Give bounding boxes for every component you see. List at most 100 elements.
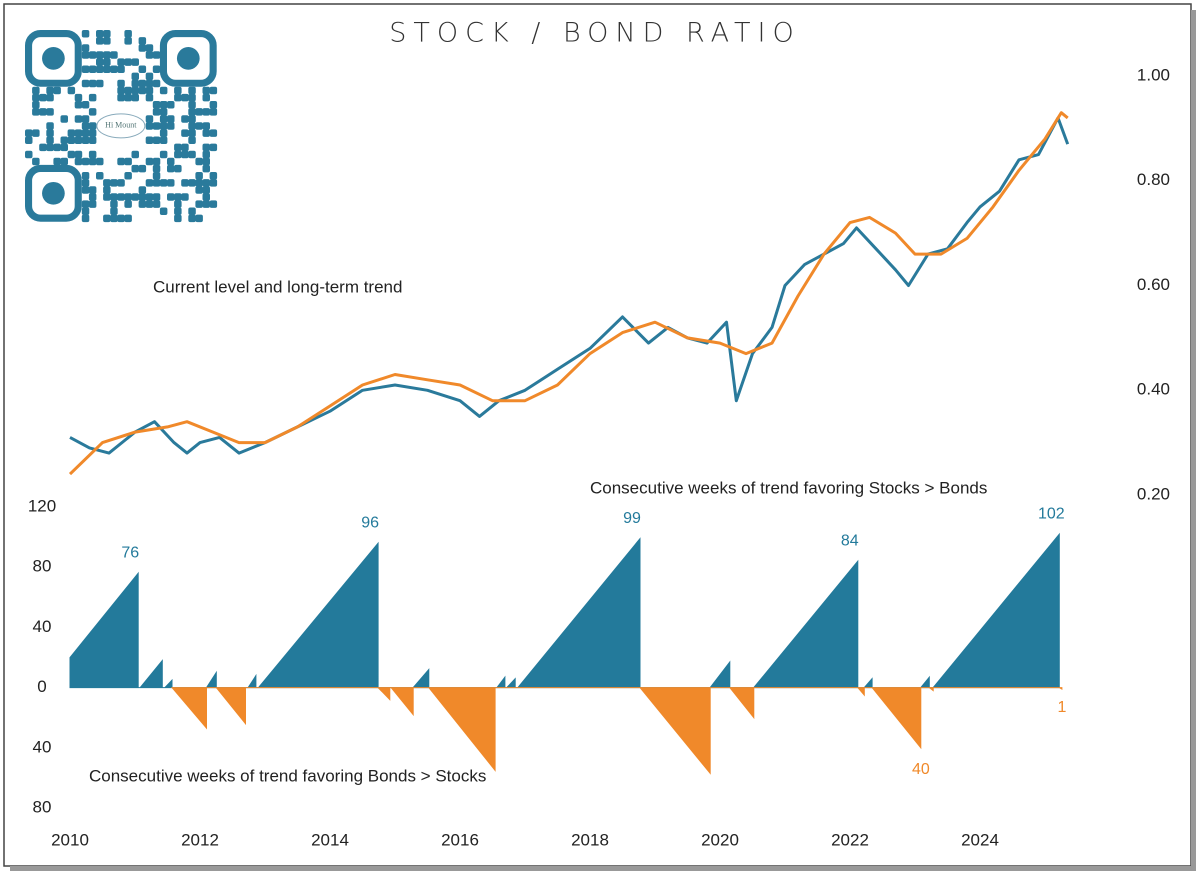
qr-module (152, 79, 161, 88)
qr-module (74, 136, 83, 144)
qr-module (60, 136, 68, 144)
qr-module (188, 136, 196, 144)
qr-finder (24, 29, 82, 87)
qr-module (167, 101, 175, 109)
qr-module (88, 79, 97, 88)
qr-module (152, 65, 161, 73)
qr-module (181, 193, 189, 201)
qr-module (46, 86, 54, 95)
y-tick-label: 40 (33, 617, 52, 636)
qr-module (145, 93, 154, 102)
qr-module (152, 108, 161, 116)
qr-module (202, 93, 210, 102)
qr-module (96, 157, 104, 166)
y-tick-label: 1.00 (1137, 65, 1170, 84)
qr-module (131, 164, 139, 173)
qr-module (25, 150, 33, 159)
qr-module (88, 65, 97, 73)
frame-shadow (1191, 10, 1196, 870)
qr-module (209, 172, 218, 180)
qr-module (174, 200, 182, 208)
qr-module (74, 157, 83, 166)
qr-module (81, 214, 90, 223)
qr-module (138, 65, 147, 73)
logo-text: Hi Mount (105, 121, 137, 130)
qr-module (145, 122, 154, 130)
x-tick-label: 2016 (441, 830, 479, 849)
qr-module (152, 101, 161, 109)
qr-module (159, 108, 168, 116)
qr-finder (42, 181, 65, 205)
qr-module (32, 93, 40, 102)
qr-module (88, 150, 97, 159)
qr-module (195, 214, 203, 223)
qr-module (202, 200, 210, 208)
qr-finder (176, 47, 200, 70)
qr-module (152, 179, 161, 187)
qr-module (145, 72, 154, 81)
qr-module (138, 86, 147, 95)
data-label: 102 (1038, 505, 1065, 522)
qr-module (96, 37, 104, 45)
qr-module (188, 214, 196, 223)
qr-module (181, 143, 189, 152)
qr-module (195, 179, 203, 187)
data-label: 99 (623, 510, 641, 527)
qr-module (110, 65, 118, 73)
data-label: 84 (841, 532, 859, 549)
y-tick-label: 40 (33, 737, 52, 756)
qr-module (174, 143, 182, 152)
qr-module (152, 193, 161, 201)
qr-module (110, 207, 118, 215)
qr-module (188, 115, 196, 123)
qr-finder (159, 29, 217, 87)
qr-module (81, 115, 90, 123)
qr-module (103, 58, 111, 66)
qr-module (88, 200, 97, 208)
qr-module (195, 122, 203, 130)
qr-module (152, 122, 161, 130)
qr-module (159, 179, 168, 187)
qr-module (32, 86, 40, 95)
qr-module (60, 143, 68, 152)
qr-module (131, 72, 139, 81)
qr-module (131, 58, 139, 66)
qr-module (81, 136, 90, 144)
qr-module (195, 157, 203, 166)
qr-module (67, 136, 76, 144)
qr-module (174, 207, 182, 215)
qr-module (67, 129, 76, 137)
qr-module (103, 65, 111, 73)
qr-module (25, 136, 33, 144)
qr-module (32, 101, 40, 109)
y-tick-label: 0.40 (1137, 380, 1170, 399)
qr-module (159, 136, 168, 144)
qr-module (81, 157, 90, 166)
qr-module (53, 143, 61, 152)
qr-finder (24, 164, 82, 222)
qr-module (159, 129, 168, 137)
qr-module (188, 150, 196, 159)
x-tick-label: 2014 (311, 830, 349, 849)
qr-module (88, 193, 97, 201)
qr-module (88, 51, 97, 59)
qr-module (110, 193, 118, 201)
qr-module (131, 150, 139, 159)
qr-module (81, 186, 90, 194)
qr-module (39, 143, 47, 152)
qr-module (181, 115, 189, 123)
qr-module (131, 93, 139, 102)
qr-module (88, 122, 97, 130)
qr-module (67, 150, 76, 159)
qr-module (152, 200, 161, 208)
qr-module (159, 101, 168, 109)
qr-module (96, 30, 104, 38)
qr-module (46, 108, 54, 116)
qr-module (103, 214, 111, 223)
annotation: Consecutive weeks of trend favoring Stoc… (590, 478, 987, 497)
qr-module (195, 186, 203, 194)
qr-module (145, 79, 154, 88)
qr-module (145, 193, 154, 201)
qr-module (124, 193, 132, 201)
